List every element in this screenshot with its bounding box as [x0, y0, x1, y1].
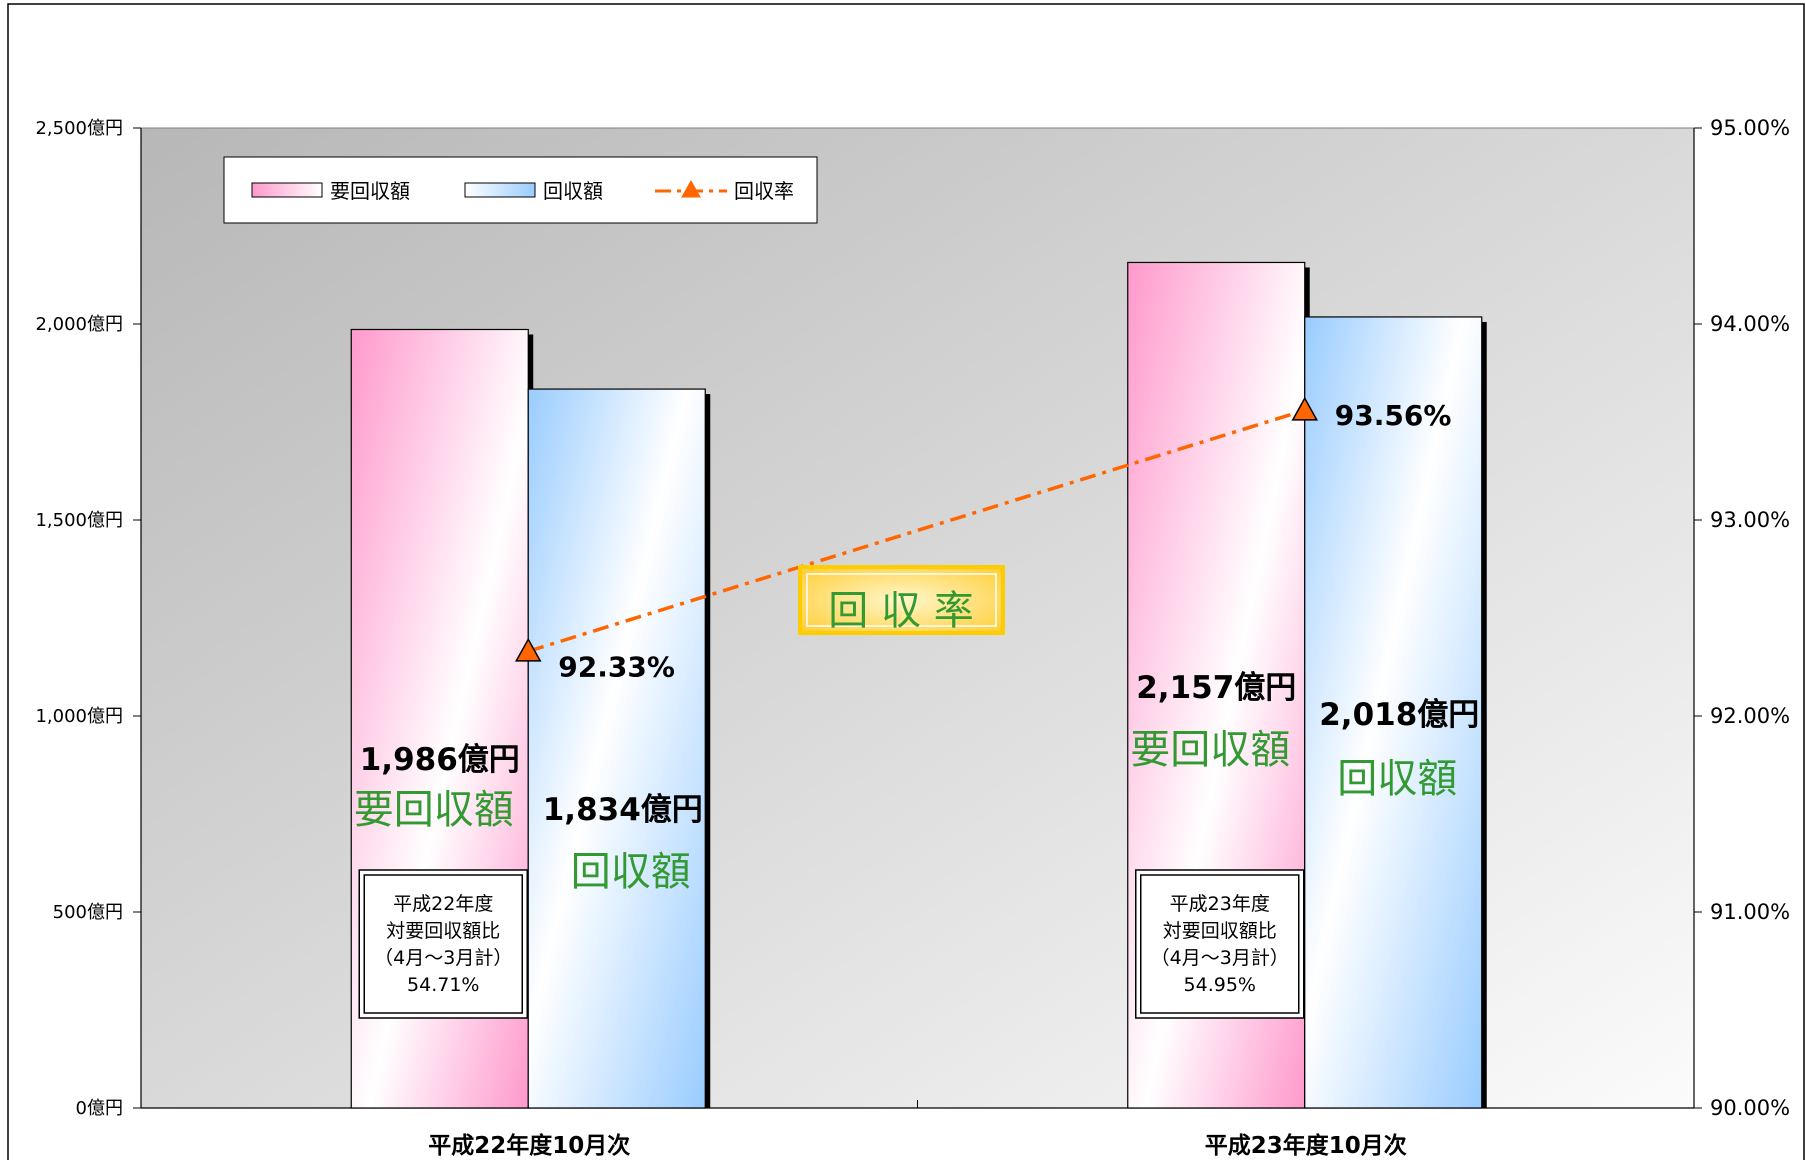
rate-callout-text: 回 収 率 [828, 588, 973, 634]
inline-label-required: 要回収額 [354, 787, 514, 833]
y-left-tick-label: 500億円 [53, 902, 123, 923]
ratio-note-line: 平成22年度 [393, 893, 493, 915]
rate-callout: 回 収 率 [798, 565, 1005, 635]
data-label-required: 1,986億円 [360, 742, 520, 778]
bar-collected [1304, 316, 1483, 1109]
y-left-tick-label: 1,000億円 [35, 706, 123, 727]
x-tick-label: 平成23年度10月次 [1205, 1132, 1407, 1159]
data-label-collected: 2,018億円 [1319, 697, 1479, 733]
y-left-tick-label: 2,000億円 [35, 314, 123, 335]
legend-label-required: 要回収額 [330, 179, 410, 203]
ratio-note-line: 54.95% [1184, 974, 1256, 996]
legend: 要回収額 回収額 回収率 [223, 156, 818, 224]
legend-swatch-required [251, 182, 323, 198]
rate-callout-box [798, 565, 1005, 635]
ratio-note-line: （4月～3月計） [1151, 947, 1289, 969]
ratio-note-line: 54.71% [407, 974, 479, 996]
rate-point-marker [514, 637, 542, 662]
y-right-tick-label: 95.00% [1710, 116, 1790, 140]
rate-data-label: 92.33% [558, 650, 675, 683]
bar-collected [527, 388, 706, 1109]
ratio-note-box-outer [1135, 869, 1305, 1019]
legend-label-collected: 回収額 [543, 179, 603, 203]
ratio-note-line: （4月～3月計） [374, 947, 512, 969]
y-right-tick-label: 92.00% [1710, 704, 1790, 728]
legend-label-rate: 回収率 [734, 179, 794, 203]
y-left-tick-label: 2,500億円 [35, 118, 123, 139]
rate-line-layer: 92.33% 93.56% [514, 396, 1452, 683]
x-tick-label: 平成22年度10月次 [428, 1132, 630, 1159]
y-left-tick-label: 0億円 [76, 1098, 123, 1119]
ratio-note-line: 対要回収額比 [386, 920, 500, 942]
data-label-required: 2,157億円 [1136, 670, 1296, 706]
data-label-collected: 1,834億円 [543, 792, 703, 828]
y-right-tick-label: 91.00% [1710, 900, 1790, 924]
y-right-tick-label: 94.00% [1710, 312, 1790, 336]
legend-swatch-rate-marker [681, 179, 701, 198]
y-left-tick-label: 1,500億円 [35, 510, 123, 531]
rate-callout-inner-border [806, 573, 997, 627]
y-right-tick-label: 93.00% [1710, 508, 1790, 532]
y-right-tick-label: 90.00% [1710, 1096, 1790, 1120]
inline-label-collected: 回収額 [571, 849, 691, 895]
ratio-note-box-inner [1140, 874, 1300, 1014]
inline-label-required: 要回収額 [1130, 727, 1290, 773]
rate-point-marker [1291, 396, 1319, 421]
ratio-note-line: 対要回収額比 [1163, 920, 1277, 942]
rate-data-label: 93.56% [1335, 399, 1452, 432]
ratio-note-box-inner [363, 874, 523, 1014]
inline-label-collected: 回収額 [1337, 756, 1457, 802]
ratio-note-line: 平成23年度 [1170, 893, 1270, 915]
legend-swatch-collected [464, 182, 536, 198]
ratio-note-box-outer [358, 869, 528, 1019]
